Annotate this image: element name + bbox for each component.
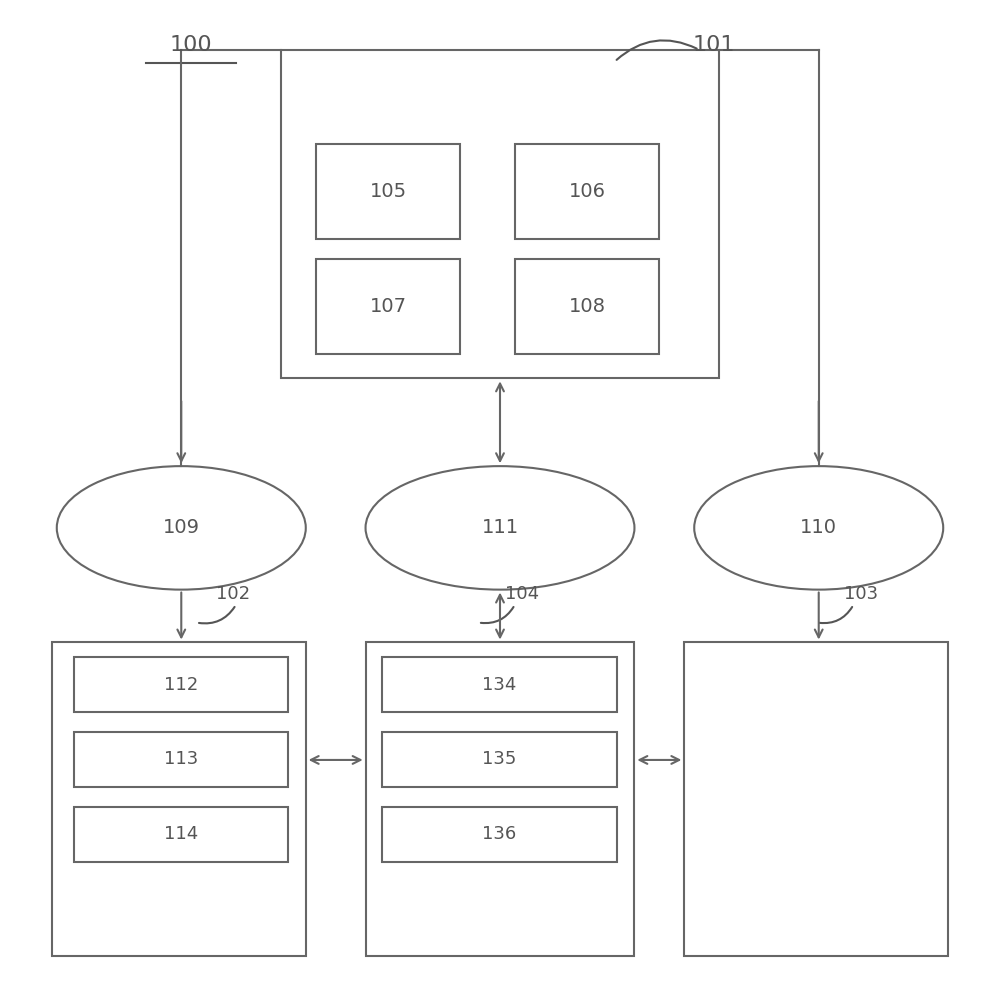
Bar xyxy=(281,50,719,378)
Text: 136: 136 xyxy=(482,825,517,844)
Bar xyxy=(74,807,288,862)
Text: 110: 110 xyxy=(800,518,837,538)
Bar xyxy=(316,144,460,239)
Bar xyxy=(515,259,659,354)
Text: 111: 111 xyxy=(481,518,519,538)
Bar xyxy=(74,732,288,787)
Ellipse shape xyxy=(57,466,306,590)
Text: 100: 100 xyxy=(170,35,213,55)
Bar xyxy=(382,732,617,787)
Ellipse shape xyxy=(366,466,634,590)
Bar xyxy=(316,259,460,354)
Text: 109: 109 xyxy=(163,518,200,538)
Bar xyxy=(382,657,617,712)
Text: 135: 135 xyxy=(482,750,517,769)
Text: 106: 106 xyxy=(569,182,606,201)
Text: 114: 114 xyxy=(164,825,198,844)
Text: 101: 101 xyxy=(693,35,735,55)
Text: 113: 113 xyxy=(164,750,198,769)
Text: 102: 102 xyxy=(216,585,250,603)
Bar xyxy=(52,642,306,956)
Ellipse shape xyxy=(694,466,943,590)
Bar xyxy=(382,807,617,862)
Text: 103: 103 xyxy=(844,585,878,603)
Text: 107: 107 xyxy=(369,297,406,316)
Text: 105: 105 xyxy=(369,182,407,201)
Bar xyxy=(684,642,948,956)
Bar xyxy=(74,657,288,712)
Bar xyxy=(515,144,659,239)
Text: 112: 112 xyxy=(164,675,198,694)
Text: 104: 104 xyxy=(505,585,539,603)
Text: 108: 108 xyxy=(569,297,606,316)
Text: 134: 134 xyxy=(482,675,517,694)
Bar xyxy=(366,642,634,956)
